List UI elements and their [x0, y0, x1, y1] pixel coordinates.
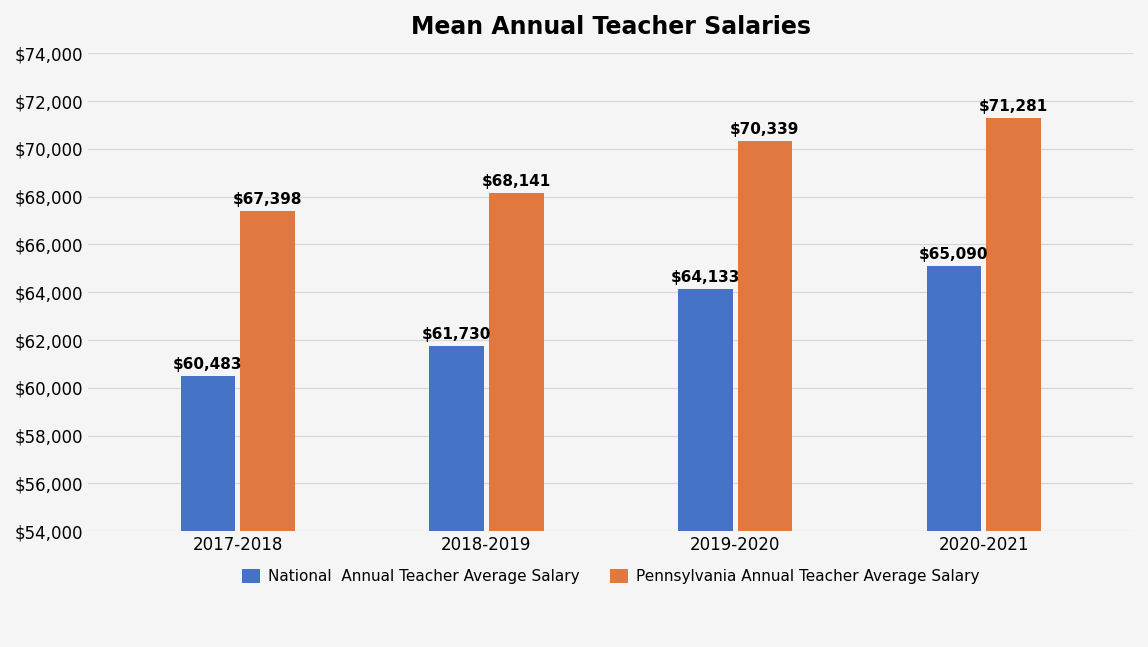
- Legend: National  Annual Teacher Average Salary, Pennsylvania Annual Teacher Average Sal: National Annual Teacher Average Salary, …: [235, 563, 986, 590]
- Bar: [677, 289, 732, 531]
- Bar: [180, 377, 235, 531]
- Bar: [429, 347, 484, 531]
- Bar: [489, 193, 544, 531]
- Bar: [240, 211, 295, 531]
- Bar: [926, 266, 982, 531]
- Bar: [737, 141, 792, 531]
- Text: $71,281: $71,281: [979, 99, 1048, 114]
- Title: Mean Annual Teacher Salaries: Mean Annual Teacher Salaries: [411, 15, 810, 39]
- Text: $64,133: $64,133: [670, 270, 740, 285]
- Text: $65,090: $65,090: [920, 247, 988, 262]
- Text: $60,483: $60,483: [173, 357, 242, 372]
- Text: $67,398: $67,398: [233, 192, 302, 207]
- Text: $70,339: $70,339: [730, 122, 800, 137]
- Text: $68,141: $68,141: [482, 174, 551, 189]
- Bar: [986, 118, 1041, 531]
- Text: $61,730: $61,730: [421, 327, 491, 342]
